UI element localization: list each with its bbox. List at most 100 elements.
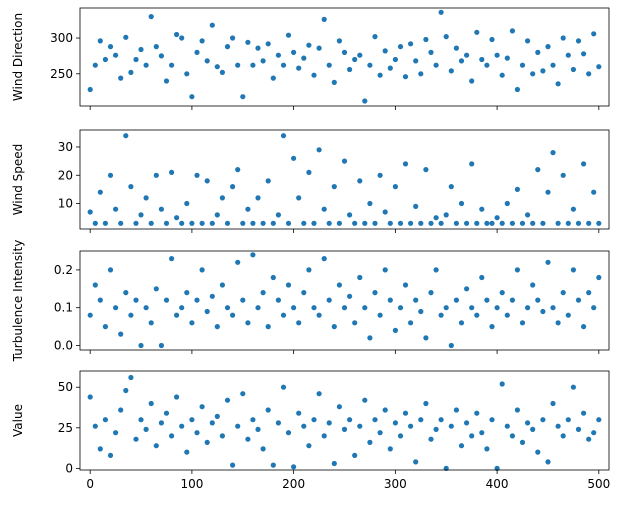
data-point [402,74,409,80]
data-point [448,342,454,349]
data-point [118,331,124,337]
data-point [245,206,251,212]
data-point [265,407,271,413]
data-point [387,446,393,452]
data-point [514,407,521,413]
data-point [372,220,378,226]
data-point [148,220,154,226]
data-point [214,64,220,70]
data-point [270,75,276,81]
data-point [433,215,439,221]
data-point [519,62,526,68]
data-point [504,55,510,61]
data-point [474,312,480,318]
subplot-4: 0 100 200 300 400 500 0 25 50 Value [11,370,610,491]
y-axis-label: Wind Speed [11,144,25,216]
data-point [464,286,470,292]
data-point [591,31,597,37]
data-point [484,297,490,303]
data-point [555,423,561,429]
data-point [433,426,439,432]
data-point [224,397,231,403]
data-point [143,426,149,432]
data-point [138,46,144,53]
data-point [479,56,485,63]
data-point [138,417,144,423]
y-tick-label: 0.1 [54,301,73,315]
data-point [581,410,587,416]
data-point [418,220,424,226]
data-point [540,68,546,74]
data-point [113,206,119,212]
data-point [402,161,409,167]
data-point [555,320,561,326]
data-point [560,172,566,178]
data-point [230,312,236,318]
y-tick-label: 250 [50,67,73,81]
data-point [260,290,266,296]
data-point [189,220,195,226]
data-point [413,459,419,465]
data-point [448,68,454,74]
data-point [280,62,287,68]
data-point [469,78,475,84]
data-point [535,449,541,455]
data-point [433,267,439,273]
data-point [362,220,368,226]
data-point [87,209,93,215]
data-point [336,282,342,288]
data-point [397,433,404,439]
data-point [102,220,108,226]
data-point [550,400,556,407]
data-point [174,215,180,221]
data-point [453,45,459,51]
data-point [469,305,475,311]
data-point [280,133,287,139]
data-point [107,452,114,458]
data-point [336,220,342,226]
data-point [575,297,582,303]
data-point [240,297,246,303]
data-point [204,178,210,184]
data-point [169,62,175,68]
data-point [489,417,495,423]
data-point [525,420,531,426]
data-point [230,462,236,468]
data-point [235,259,241,265]
data-point [169,256,175,262]
scatter-points [87,9,602,104]
data-point [174,394,180,400]
data-point [265,324,271,330]
data-point [87,86,93,93]
data-point [347,417,353,423]
data-point [250,252,256,258]
data-point [484,446,490,452]
data-point [565,52,571,58]
data-point [301,220,307,226]
data-point [326,62,332,68]
axes-frame [79,7,610,107]
data-point [296,65,302,71]
subplot-1: 250 300 Wind Direction [11,7,610,110]
data-point [128,312,134,318]
data-point [107,172,114,178]
data-point [458,58,465,64]
data-point [596,220,602,226]
data-point [306,267,312,273]
data-point [341,158,348,164]
data-point [92,220,98,226]
data-point [387,65,393,71]
data-point [189,320,195,326]
data-point [418,308,424,315]
data-point [291,305,297,311]
data-point [204,308,210,315]
y-tick-label: 25 [58,421,73,435]
data-point [275,297,281,303]
data-point [199,38,205,44]
data-point [372,290,378,296]
data-point [428,290,434,296]
data-point [387,220,393,226]
y-tick-label: 50 [58,380,73,394]
data-point [540,308,546,315]
data-point [285,220,292,226]
